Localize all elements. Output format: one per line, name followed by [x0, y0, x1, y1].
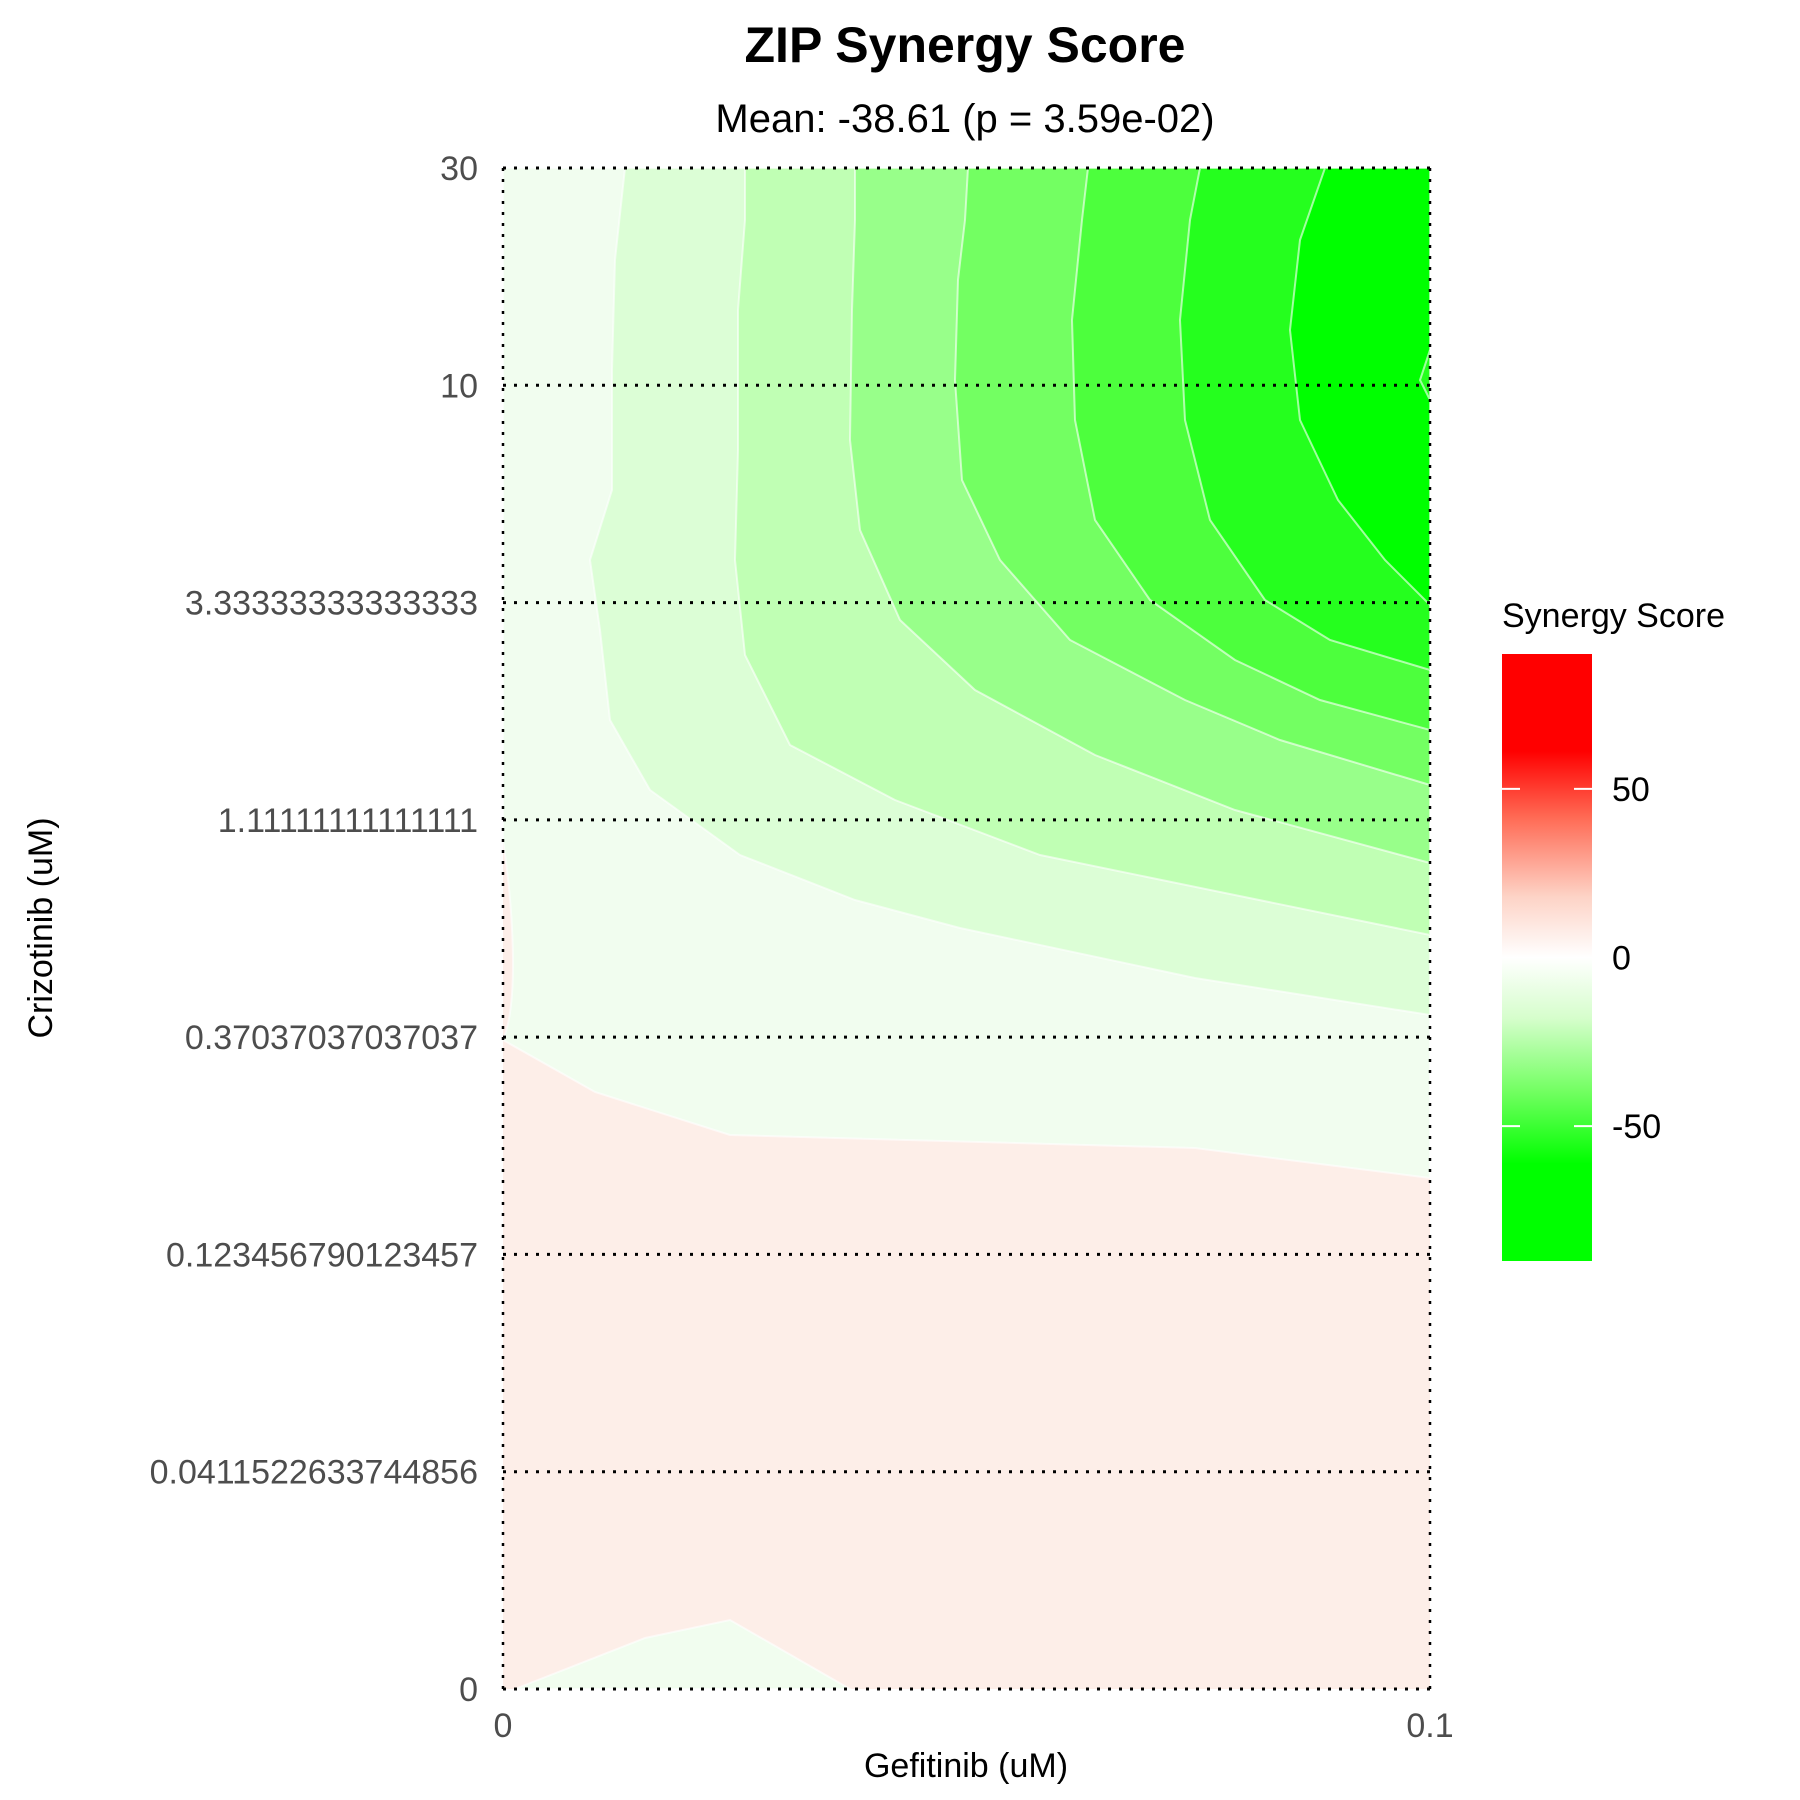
y-tick-label: 1.11111111111111: [218, 802, 478, 840]
y-tick-label: 0.123456790123457: [166, 1236, 478, 1274]
y-axis-title: Crizotinib (uM): [22, 817, 60, 1038]
horizontal-gridlines: [503, 166, 1430, 1691]
color-legend: Synergy Score 50 0 -50: [1502, 597, 1725, 1261]
y-tick-label: 10: [440, 367, 478, 405]
chart-subtitle: Mean: -38.61 (p = 3.59e-02): [715, 97, 1214, 141]
chart-title: ZIP Synergy Score: [745, 17, 1186, 73]
plot-area: [501, 166, 1432, 1691]
x-axis-title: Gefitinib (uM): [864, 1747, 1068, 1785]
y-tick-label: 0.37037037037037: [185, 1019, 478, 1057]
x-tick-label: 0.1: [1406, 1707, 1453, 1745]
region-level-minus-10-bottom: [514, 1618, 854, 1690]
y-tick-label: 30: [440, 150, 478, 188]
legend-ticks: 50 0 -50: [1502, 771, 1661, 1146]
legend-tick-label: -50: [1612, 1108, 1661, 1146]
y-axis-ticks: 0 0.0411522633744856 0.123456790123457 0.37…: [150, 150, 478, 1709]
x-axis-ticks: 0 0.1: [494, 1707, 1454, 1745]
vertical-gridlines: [501, 168, 1432, 1689]
x-tick-label: 0: [494, 1707, 513, 1745]
legend-title: Synergy Score: [1502, 597, 1725, 635]
legend-tick-label: 50: [1612, 771, 1650, 809]
y-tick-label: 0.0411522633744856: [150, 1454, 478, 1492]
y-tick-label: 3.33333333333333: [185, 585, 478, 623]
legend-tick-label: 0: [1612, 940, 1631, 978]
y-tick-label: 0: [459, 1671, 478, 1709]
region-level-minus-70-corner: [1418, 349, 1431, 401]
